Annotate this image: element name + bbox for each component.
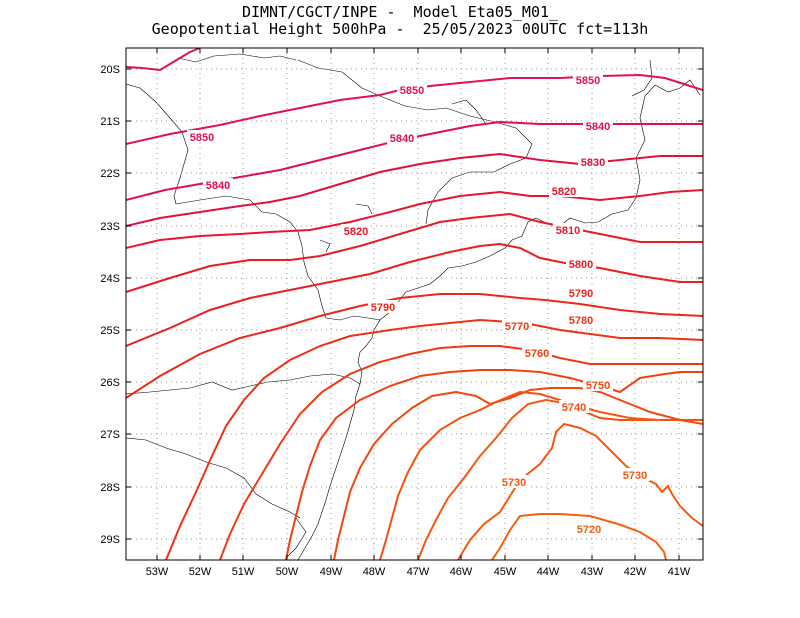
contour-label: 5850 <box>576 75 600 87</box>
contour-label-bg <box>578 155 608 168</box>
lon-tick-label: 49W <box>320 566 343 578</box>
contour-5810 <box>126 212 703 293</box>
contour-label: 5730 <box>623 470 647 482</box>
title-line-1: DIMNT/CGCT/INPE - Model Eta05_M01_ <box>241 3 559 21</box>
contour-label: 5840 <box>586 121 610 133</box>
contour-5780 <box>165 318 703 560</box>
state-border-10 <box>355 203 373 215</box>
contour-5750 <box>333 387 703 560</box>
contour-5720 <box>491 513 667 560</box>
lon-tick-label: 41W <box>668 566 691 578</box>
contour-label: 5720 <box>577 524 601 536</box>
axis-ticks <box>126 48 703 560</box>
contour-label: 5810 <box>556 225 580 237</box>
contour-5730-b <box>457 422 703 560</box>
lon-tick-label: 51W <box>232 566 255 578</box>
contour-5790 <box>126 293 703 399</box>
axis-tick-labels: 53W 52W 51W 50W 49W 48W 47W 46W 45W 44W 43W 42W 41W 2… <box>100 64 691 578</box>
contour-label: 5740 <box>562 402 586 414</box>
contour-5850-b <box>126 73 703 145</box>
map-title: DIMNT/CGCT/INPE - Model Eta05_M01_ Geopot… <box>0 4 800 38</box>
contour-label-bg <box>387 131 417 144</box>
contour-5820 <box>126 189 703 249</box>
contour-label: 5850 <box>400 85 424 97</box>
contour-label: 5770 <box>505 321 529 333</box>
lat-tick-label: 28S <box>100 482 120 494</box>
contour-label-bg <box>566 257 596 270</box>
lat-tick-label: 29S <box>100 534 120 546</box>
lon-tick-label: 52W <box>189 566 212 578</box>
contour-label-bg <box>553 223 583 236</box>
contour-label-bg <box>574 522 604 535</box>
lat-tick-label: 22S <box>100 168 120 180</box>
contour-5740 <box>379 390 703 560</box>
lon-tick-label: 46W <box>450 566 473 578</box>
title-line-2: Geopotential Height 500hPa - 25/05/2023 … <box>151 20 649 38</box>
contour-label: 5750 <box>586 380 610 392</box>
state-border-8 <box>285 517 307 559</box>
coastline-borders <box>126 53 701 560</box>
contour-label-bg <box>203 178 233 191</box>
map-frame <box>125 47 704 561</box>
contour-label-bg <box>522 346 552 359</box>
lon-tick-label: 50W <box>276 566 299 578</box>
state-border-6 <box>126 373 361 395</box>
contour-label: 5780 <box>569 315 593 327</box>
contour-label: 5800 <box>569 259 593 271</box>
lon-tick-label: 42W <box>624 566 647 578</box>
contour-label-bg <box>583 119 613 132</box>
contour-5800 <box>126 242 703 347</box>
contour-labels: 5850 5850 5850 5840 5840 5840 5830 5820 5820 5810… <box>187 73 650 536</box>
state-border-7 <box>126 437 301 519</box>
coastline <box>297 79 701 560</box>
contour-label: 5820 <box>552 186 576 198</box>
contour-label: 5790 <box>569 288 593 300</box>
contour-label-bg <box>566 313 596 326</box>
lon-tick-label: 43W <box>581 566 604 578</box>
lon-tick-label: 48W <box>363 566 386 578</box>
lat-tick-label: 25S <box>100 325 120 337</box>
contour-label-bg <box>559 400 589 413</box>
lon-tick-label: 53W <box>146 566 169 578</box>
lat-tick-label: 23S <box>100 221 120 233</box>
lat-tick-label: 24S <box>100 273 120 285</box>
state-border-2 <box>297 59 533 225</box>
contour-label-bg <box>573 73 603 86</box>
contour-label-bg <box>341 224 371 237</box>
contour-label-bg <box>187 130 217 143</box>
contour-label-bg <box>499 475 529 488</box>
state-border-11 <box>451 99 487 125</box>
contour-label-bg <box>502 319 532 332</box>
height-contours <box>126 48 703 560</box>
contour-label: 5730 <box>502 477 526 489</box>
lat-tick-label: 26S <box>100 377 120 389</box>
lat-tick-label: 20S <box>100 64 120 76</box>
contour-label: 5790 <box>371 302 395 314</box>
lon-tick-label: 45W <box>494 566 517 578</box>
contour-label: 5840 <box>390 133 414 145</box>
contour-label: 5840 <box>206 180 230 192</box>
lat-tick-label: 21S <box>100 116 120 128</box>
contour-label: 5760 <box>525 348 549 360</box>
contour-5760 <box>285 369 703 560</box>
contour-label: 5850 <box>190 132 214 144</box>
lon-tick-label: 44W <box>537 566 560 578</box>
contour-5850-a <box>126 48 201 72</box>
state-border-5 <box>177 53 297 63</box>
contour-5730-a <box>417 398 661 560</box>
lat-tick-label: 27S <box>100 429 120 441</box>
lon-tick-label: 47W <box>407 566 430 578</box>
state-border-9 <box>319 239 331 253</box>
contour-5770 <box>219 345 703 560</box>
contour-label-bg <box>549 184 579 197</box>
contour-label-bg <box>566 286 596 299</box>
state-border-4 <box>175 195 381 321</box>
contour-label-bg <box>620 468 650 481</box>
contour-label: 5830 <box>581 157 605 169</box>
contour-label-bg <box>583 378 613 391</box>
contour-label: 5820 <box>344 226 368 238</box>
contour-label-bg <box>368 300 398 313</box>
contour-label-bg <box>397 83 427 96</box>
